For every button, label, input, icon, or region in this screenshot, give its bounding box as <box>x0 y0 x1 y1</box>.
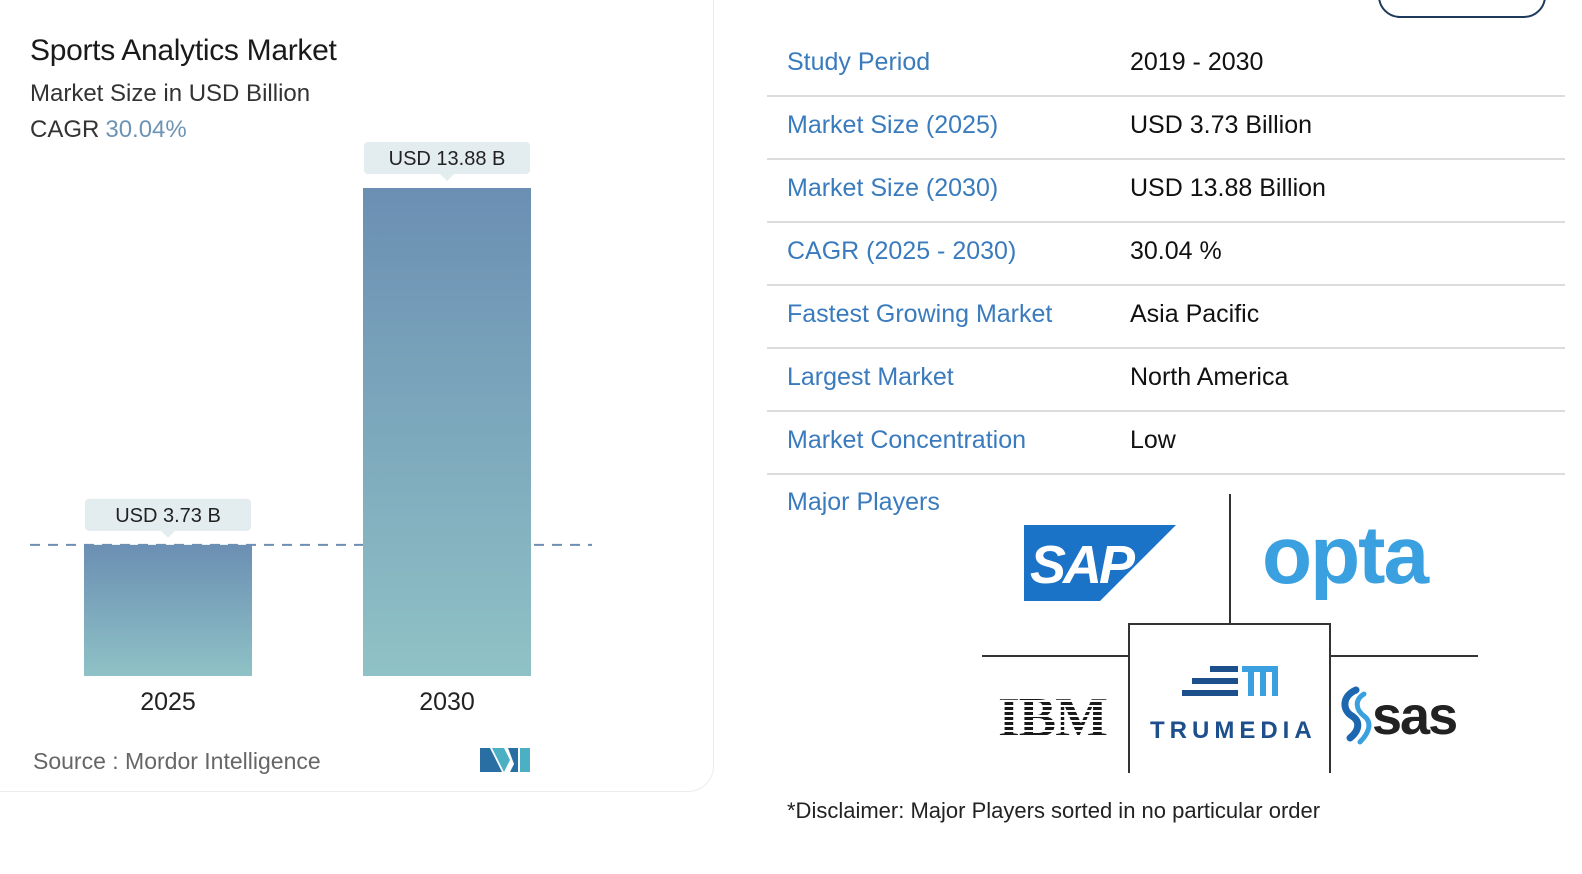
data-label-bg <box>364 142 530 174</box>
cagr-value: 30.04% <box>105 116 187 143</box>
row-value: USD 13.88 Billion <box>1130 174 1326 202</box>
table-row: Study Period 2019 - 2030 <box>767 34 1565 97</box>
sap-logo: SAP <box>1024 525 1176 601</box>
data-label: USD 3.73 B <box>115 505 221 527</box>
sas-logo-text: sas <box>1372 686 1456 746</box>
major-players-label: Major Players <box>787 488 940 516</box>
ibm-logo-text: IBM <box>998 692 1107 738</box>
table-row: CAGR (2025 - 2030) 30.04 % <box>767 223 1565 286</box>
row-key: Market Concentration <box>787 426 1027 454</box>
row-key: Study Period <box>787 48 931 76</box>
data-label-pointer <box>161 530 175 538</box>
x-tick-label: 2025 <box>140 688 196 716</box>
row-value: Asia Pacific <box>1130 300 1260 328</box>
opta-logo: opta <box>1262 515 1432 601</box>
row-value: Low <box>1130 426 1176 454</box>
grid-divider <box>1330 655 1478 657</box>
row-key: Fastest Growing Market <box>787 300 1053 328</box>
chart-title: Sports Analytics Market <box>30 34 337 67</box>
ibm-logo: IBM <box>998 692 1108 738</box>
source-label: Source : <box>33 748 119 774</box>
cagr-label: CAGR <box>30 116 100 143</box>
row-key: Market Size (2030) <box>787 174 999 202</box>
grid-divider <box>982 655 1129 657</box>
row-value: North America <box>1130 363 1289 391</box>
data-label-pointer <box>440 174 454 181</box>
row-value: USD 3.73 Billion <box>1130 111 1313 139</box>
data-label-bg <box>85 498 251 531</box>
row-key: Market Size (2025) <box>787 111 999 139</box>
grid-divider <box>1128 623 1130 773</box>
table-row: Fastest Growing Market Asia Pacific <box>767 286 1565 349</box>
trumedia-logo-text: TRUMEDIA <box>1150 717 1312 744</box>
x-tick-label: 2030 <box>419 688 475 716</box>
table-row: Market Size (2030) USD 13.88 Billion <box>767 160 1565 223</box>
bar-2025 <box>84 544 252 676</box>
bar-chart: USD 3.73 B 2025 USD 13.88 B 2030 <box>30 142 592 716</box>
row-key: CAGR (2025 - 2030) <box>787 237 1017 265</box>
mordor-logo-icon <box>480 748 530 772</box>
row-value: 2019 - 2030 <box>1130 48 1264 76</box>
table-row: Largest Market North America <box>767 349 1565 412</box>
sap-logo-text: SAP <box>1030 535 1136 595</box>
data-label: USD 13.88 B <box>389 148 506 170</box>
study-table: Study Period 2019 - 2030 Market Size (20… <box>767 34 1565 475</box>
top-cta-button[interactable] <box>1378 0 1546 18</box>
trumedia-logo: TRUMEDIA <box>1150 666 1312 744</box>
disclaimer: *Disclaimer: Major Players sorted in no … <box>787 798 1321 823</box>
bar-2030 <box>363 188 531 676</box>
grid-divider <box>1128 623 1331 625</box>
table-row: Market Concentration Low <box>767 412 1565 475</box>
grid-divider <box>1229 494 1231 624</box>
row-value: 30.04 % <box>1130 237 1222 265</box>
grid-divider <box>1329 623 1331 773</box>
chart-subtitle: Market Size in USD Billion <box>30 80 311 107</box>
source-name: Mordor Intelligence <box>125 748 321 774</box>
row-key: Largest Market <box>787 363 954 391</box>
source-line: Source : Mordor Intelligence <box>33 748 321 775</box>
cagr-line: CAGR 30.04% <box>30 116 187 144</box>
table-row: Market Size (2025) USD 3.73 Billion <box>767 97 1565 160</box>
opta-logo-text: opta <box>1262 515 1430 601</box>
sas-logo: sas <box>1341 686 1458 746</box>
